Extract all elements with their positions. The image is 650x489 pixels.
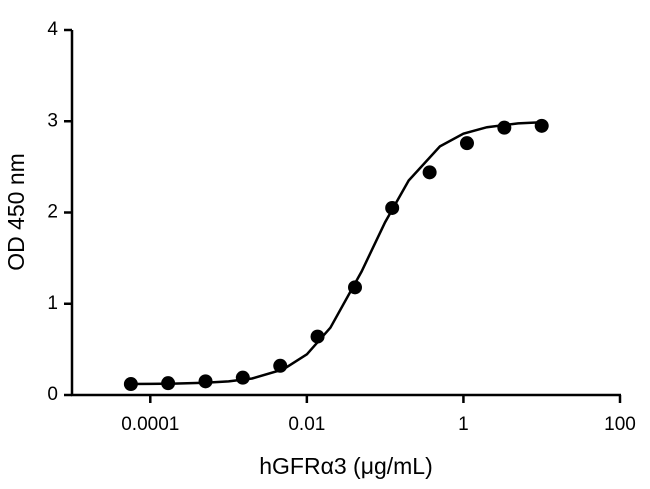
x-tick-label: 1 [458,414,469,435]
data-point [347,280,362,295]
y-tick-label: 1 [47,293,58,314]
data-point [422,165,437,180]
data-point [198,374,213,389]
data-point [497,120,512,135]
data-point [161,376,176,391]
data-point [385,200,400,215]
y-tick-label: 4 [47,19,58,40]
x-axis-title: hGFRα3 (μg/mL) [259,453,433,479]
y-axis-title: OD 450 nm [3,153,29,271]
data-point [235,370,250,385]
data-point [459,136,474,151]
x-tick-label: 100 [604,414,636,435]
fit-curve [126,121,542,386]
data-point [273,358,288,373]
y-tick-label: 3 [47,110,58,131]
x-tick-label: 0.01 [288,414,325,435]
data-point [310,329,325,344]
y-tick-label: 2 [47,202,58,223]
x-tick-label: 0.0001 [121,414,179,435]
y-tick-label: 0 [47,384,58,405]
data-point [123,377,138,392]
data-point [534,118,549,133]
